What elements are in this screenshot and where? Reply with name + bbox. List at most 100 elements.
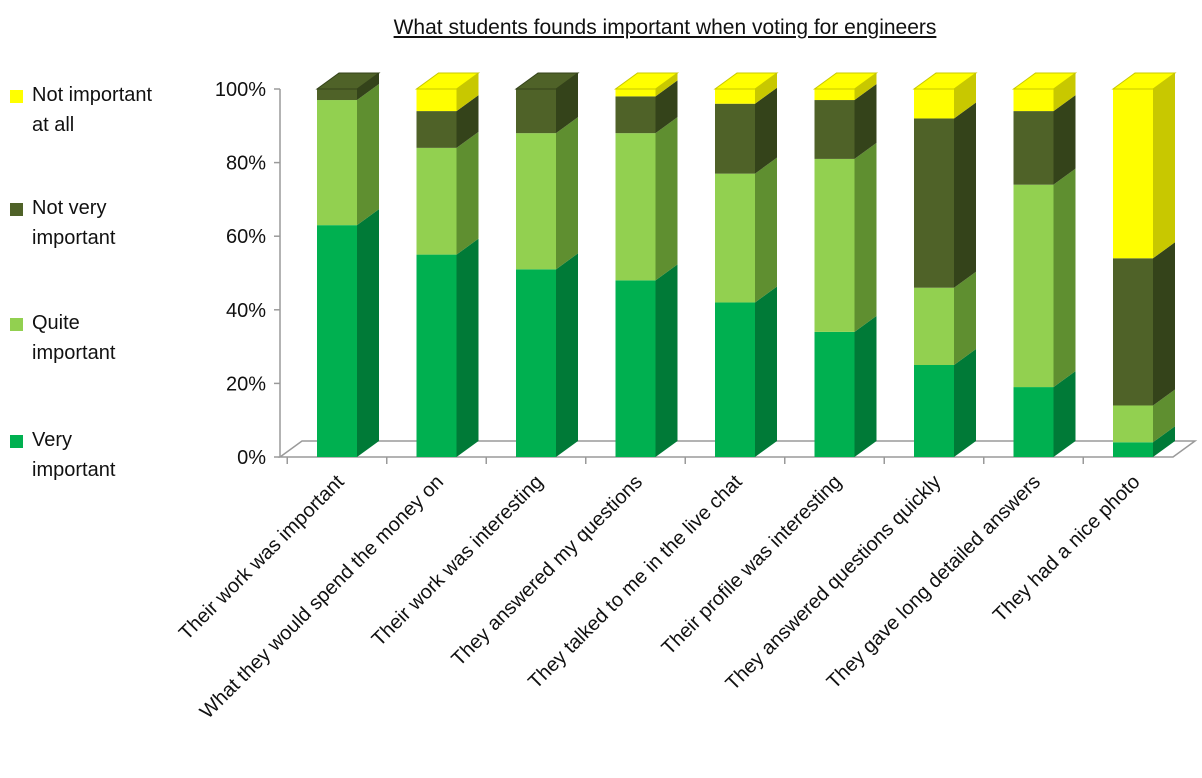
bar-top-not-very-important — [315, 72, 381, 90]
legend-label-quite-important: Quite important — [32, 312, 116, 364]
bar-side-not-very-important — [1053, 95, 1076, 185]
bar-side-not-important-at-all — [1053, 73, 1076, 112]
bar-side-quite-important — [954, 271, 976, 365]
bar-side-not-very-important — [755, 87, 777, 174]
bar-very-important — [715, 302, 755, 457]
bar-very-important — [516, 269, 556, 457]
bar-very-important — [317, 225, 357, 457]
bar-side-very-important — [357, 209, 379, 457]
bar-not-important-at-all — [416, 89, 457, 112]
x-category-label: They answered my questions — [448, 471, 648, 671]
bar-quite-important — [1113, 405, 1153, 443]
bar-side-very-important — [854, 315, 877, 457]
bar-side-not-important-at-all — [1153, 73, 1175, 259]
bar-side-quite-important — [655, 117, 678, 281]
bar-side-not-important-at-all — [655, 73, 678, 97]
bar-side-not-very-important — [456, 95, 479, 148]
bar-quite-important — [814, 158, 855, 332]
y-tick-label: 40% — [226, 300, 266, 322]
bar-side-not-important-at-all — [755, 73, 777, 104]
bar-top-not-important-at-all — [414, 72, 481, 90]
bar-not-very-important — [1113, 258, 1153, 406]
bar-very-important — [416, 254, 457, 457]
legend-swatch-quite-important — [10, 318, 23, 331]
bar-not-important-at-all — [715, 89, 755, 104]
x-category-label: Their profile was interesting — [658, 471, 846, 659]
bar-side-quite-important — [556, 117, 578, 270]
x-category-label: Their work was interesting — [368, 471, 548, 651]
bar-not-important-at-all — [615, 89, 656, 97]
bar-not-very-important — [317, 89, 357, 101]
bar-quite-important — [914, 287, 954, 365]
bar-side-quite-important — [357, 84, 379, 226]
bar-top-not-important-at-all — [1011, 72, 1078, 90]
bar-not-important-at-all — [814, 89, 855, 101]
bar-not-very-important — [1013, 111, 1054, 185]
bar-not-very-important — [615, 96, 656, 134]
bar-side-not-important-at-all — [954, 73, 976, 119]
bar-very-important — [615, 280, 656, 457]
legend-label-not-very-important: Not very important — [32, 197, 116, 249]
bar-quite-important — [715, 173, 755, 303]
bar-not-important-at-all — [1013, 89, 1054, 112]
bar-top-not-important-at-all — [912, 72, 978, 90]
bar-not-important-at-all — [914, 89, 954, 119]
chart-floor — [277, 440, 1198, 458]
bar-side-not-important-at-all — [456, 73, 479, 112]
bar-very-important — [914, 365, 954, 457]
x-category-label: Their work was important — [175, 471, 349, 645]
bar-side-quite-important — [1153, 389, 1175, 443]
bar-not-very-important — [814, 100, 855, 159]
legend-label-not-important-at-all: Not important at all — [32, 84, 153, 136]
bar-very-important — [814, 331, 855, 457]
bar-not-very-important — [914, 118, 954, 288]
bar-quite-important — [416, 147, 457, 255]
bar-not-important-at-all — [1113, 89, 1153, 259]
bar-side-very-important — [456, 238, 479, 457]
bar-not-very-important — [416, 111, 457, 148]
bar-side-quite-important — [854, 142, 877, 332]
bar-side-very-important — [655, 264, 678, 457]
y-tick-label: 0% — [237, 447, 266, 469]
legend-swatch-not-important-at-all — [10, 90, 23, 103]
bar-quite-important — [615, 133, 656, 281]
x-category-label: They talked to me in the live chat — [524, 471, 747, 694]
bar-top-not-important-at-all — [1111, 72, 1177, 90]
y-tick-label: 20% — [226, 373, 266, 395]
bar-side-not-very-important — [854, 84, 877, 159]
bar-quite-important — [317, 100, 357, 226]
bar-not-very-important — [516, 89, 556, 134]
x-category-label: They gave long detailed answers — [823, 471, 1045, 693]
bar-quite-important — [1013, 184, 1054, 388]
bar-side-not-important-at-all — [854, 73, 877, 101]
bar-side-quite-important — [456, 131, 479, 255]
bar-top-not-important-at-all — [713, 72, 779, 90]
bar-side-very-important — [1053, 371, 1076, 457]
bar-side-not-very-important — [954, 102, 976, 288]
bar-top-not-very-important — [514, 72, 580, 90]
y-tick-label: 60% — [226, 226, 266, 248]
bar-side-very-important — [954, 349, 976, 457]
chart-title: What students founds important when voti… — [393, 16, 937, 39]
bar-quite-important — [516, 133, 556, 270]
bar-side-very-important — [556, 253, 578, 457]
legend-label-very-important: Very important — [32, 429, 116, 481]
bar-side-not-very-important — [1153, 242, 1175, 406]
bar-top-not-important-at-all — [812, 72, 879, 90]
bar-side-quite-important — [1053, 168, 1076, 388]
bar-very-important — [1013, 387, 1054, 457]
y-tick-label: 80% — [226, 153, 266, 175]
bar-side-not-very-important — [556, 73, 578, 134]
bar-side-very-important — [1153, 426, 1175, 457]
bar-not-very-important — [715, 103, 755, 174]
legend-swatch-not-very-important — [10, 203, 23, 216]
bar-side-quite-important — [755, 157, 777, 303]
legend-swatch-very-important — [10, 435, 23, 448]
y-tick-label: 100% — [215, 79, 266, 101]
bar-side-very-important — [755, 286, 777, 457]
bar-side-not-very-important — [357, 73, 379, 101]
bar-side-not-very-important — [655, 80, 678, 134]
bar-top-not-important-at-all — [613, 72, 680, 90]
bar-very-important — [1113, 442, 1153, 457]
